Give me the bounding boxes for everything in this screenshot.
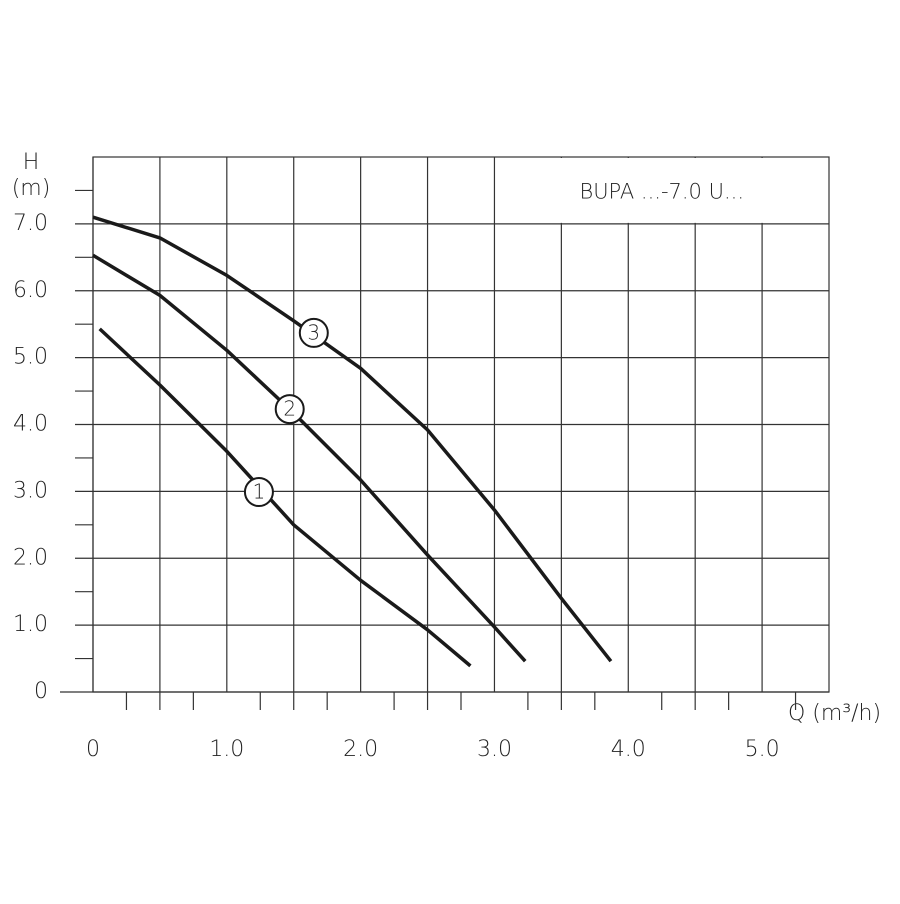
curve-marker (274, 394, 305, 425)
x-tick-label: 1.0 (209, 737, 244, 762)
y-axis-unit: (m) (12, 176, 51, 201)
y-tick-label: 1.0 (13, 612, 48, 637)
y-axis-label: H (23, 150, 40, 175)
title-box (495, 158, 828, 223)
x-tick-label: 2.0 (343, 737, 378, 762)
y-tick-label: 6.0 (13, 278, 48, 303)
x-tick-label: 3.0 (477, 737, 512, 762)
curve (92, 215, 613, 663)
curve-label: 3 (307, 320, 320, 344)
x-axis-label: Q (m³/h) (788, 701, 881, 726)
y-tick-label: 3.0 (13, 478, 48, 503)
curve-label: 2 (283, 397, 296, 421)
y-tick-label: 2.0 (13, 545, 48, 570)
curve-label: 1 (253, 480, 266, 504)
x-tick-label: 4.0 (611, 737, 646, 762)
x-tick-label: 5.0 (745, 737, 780, 762)
y-tick-label: 4.0 (13, 412, 48, 437)
curve-marker (298, 317, 329, 348)
y-tick-label: 7.0 (13, 211, 48, 236)
curve (92, 253, 527, 663)
y-tick-label: 0 (34, 679, 48, 704)
curve (98, 327, 472, 668)
y-tick-label: 5.0 (13, 345, 48, 370)
chart-title: BUPA ...-7.0 U... (579, 179, 744, 203)
curve-marker (243, 477, 274, 508)
x-tick-label: 0 (86, 737, 100, 762)
